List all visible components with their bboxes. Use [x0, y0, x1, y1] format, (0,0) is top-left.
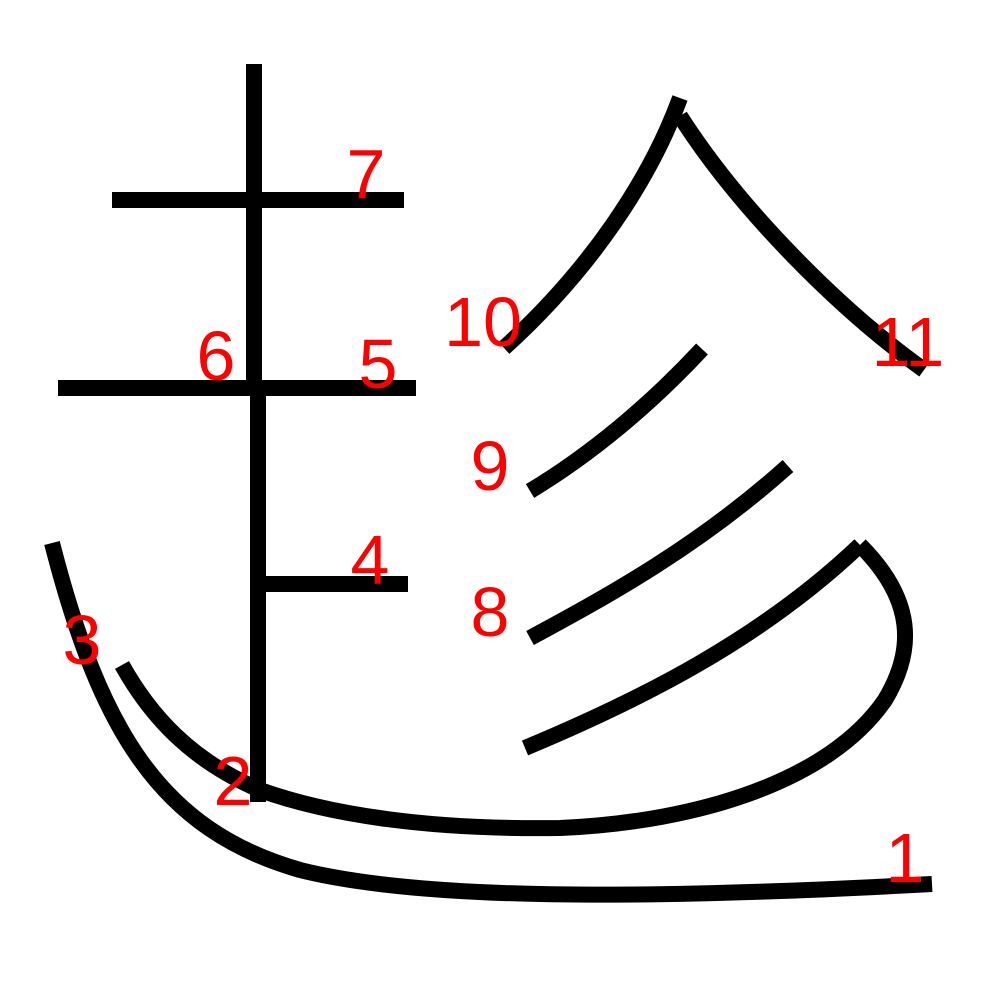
stroke-number-11: 11: [872, 303, 945, 381]
stroke-11: [673, 111, 929, 377]
stroke-number-9: 9: [471, 427, 510, 505]
stroke-number-3: 3: [63, 601, 102, 679]
stroke-12: [521, 539, 866, 756]
stroke-numbers: 1 2 3 4 5 6 7 8 9 10 11: [63, 135, 945, 897]
stroke-2: [115, 539, 914, 837]
stroke-number-6: 6: [197, 317, 236, 395]
stroke-10: [498, 95, 688, 354]
stroke-number-5: 5: [359, 325, 398, 403]
stroke-number-10: 10: [444, 283, 522, 361]
stroke-number-4: 4: [351, 521, 390, 599]
stroke-number-8: 8: [471, 573, 510, 651]
stroke-number-7: 7: [347, 135, 386, 213]
stroke-number-2: 2: [214, 742, 253, 820]
stroke-9: [525, 343, 708, 498]
stroke-8: [526, 460, 794, 646]
stroke-1: [44, 541, 933, 903]
strokes: [44, 64, 933, 903]
stroke-number-1: 1: [886, 819, 925, 897]
